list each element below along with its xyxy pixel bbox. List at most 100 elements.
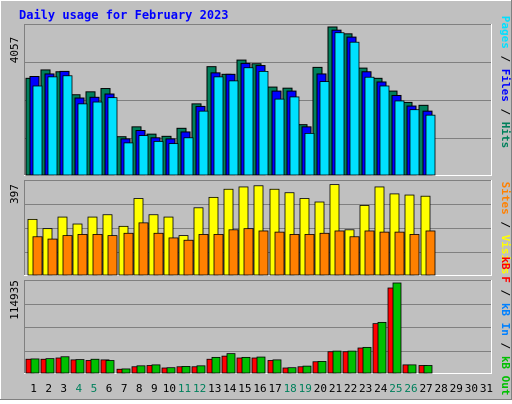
bar-pages-day-26 (409, 109, 420, 176)
x-label-day-7: 7 (121, 382, 128, 395)
bar-kb-out-day-8 (136, 365, 146, 374)
x-label-day-4: 4 (76, 382, 83, 395)
bar-kb-out-day-16 (256, 356, 266, 374)
legend-bot-part-4: kB Out (499, 356, 512, 396)
bar-sites-day-3 (62, 235, 73, 276)
legend-bot-part-0: kB F (499, 256, 512, 283)
bar-pages-day-4 (77, 103, 88, 176)
bar-sites-day-22 (349, 236, 360, 276)
bar-kb-out-day-22 (347, 350, 357, 374)
bar-sites-day-4 (77, 234, 88, 276)
bar-pages-day-23 (364, 76, 375, 176)
x-label-day-27: 27 (419, 382, 432, 395)
bar-pages-day-20 (319, 81, 330, 176)
bar-kb-out-day-21 (332, 350, 342, 374)
ymax-label-top: 4057 (8, 37, 21, 64)
bar-kb-out-day-7 (121, 368, 131, 374)
bar-pages-day-25 (394, 100, 405, 176)
bar-pages-day-13 (213, 76, 224, 176)
bar-sites-day-11 (183, 239, 194, 276)
bar-sites-day-14 (228, 229, 239, 276)
bar-sites-day-12 (198, 234, 209, 276)
bar-kb-out-day-20 (317, 361, 327, 374)
chart-panels (24, 24, 492, 374)
legend-mid: Sites / Visits (499, 182, 512, 275)
bar-pages-day-7 (123, 142, 134, 176)
bar-kb-out-day-13 (211, 356, 221, 374)
x-label-day-23: 23 (359, 382, 372, 395)
bar-kb-out-day-19 (302, 365, 312, 374)
x-label-day-13: 13 (208, 382, 221, 395)
ymax-label-mid-group: 397 (8, 184, 21, 204)
bar-sites-day-8 (138, 222, 149, 276)
bar-kb-out-day-25 (392, 282, 402, 374)
x-label-day-15: 15 (238, 382, 251, 395)
bar-sites-day-7 (123, 232, 134, 276)
bar-pages-day-10 (168, 143, 179, 176)
bar-pages-day-21 (334, 32, 345, 176)
bar-sites-day-25 (394, 231, 405, 276)
x-label-day-28: 28 (435, 382, 448, 395)
x-label-day-5: 5 (91, 382, 98, 395)
x-label-day-25: 25 (389, 382, 402, 395)
bar-sites-day-2 (47, 238, 58, 276)
bar-sites-day-21 (334, 230, 345, 276)
bar-pages-day-5 (92, 101, 103, 176)
x-label-day-26: 26 (404, 382, 417, 395)
bar-kb-out-day-1 (30, 358, 40, 374)
bar-pages-day-22 (349, 41, 360, 176)
bar-pages-day-18 (289, 96, 300, 176)
x-label-day-1: 1 (30, 382, 37, 395)
legend-top-part-1: / (499, 49, 512, 69)
bar-pages-day-6 (107, 97, 118, 176)
bar-kb-out-day-23 (362, 346, 372, 374)
legend-bot-part-2: kB In (499, 303, 512, 336)
bar-kb-out-day-18 (287, 367, 297, 374)
bar-sites-day-16 (258, 230, 269, 276)
bar-sites-day-19 (304, 234, 315, 276)
legend-bot-part-3: / (499, 336, 512, 356)
ymax-label-bot-group: 114935 (8, 280, 21, 320)
x-label-day-16: 16 (253, 382, 266, 395)
bar-visits-day-18 (284, 192, 295, 276)
bar-kb-out-day-15 (241, 356, 251, 374)
bar-kb-out-day-26 (407, 364, 417, 374)
bar-visits-day-21 (329, 184, 340, 276)
legend-bot-group: kB F / kB In / kB Out (499, 256, 512, 395)
ymax-label-top-group: 4057 (8, 37, 21, 64)
bar-pages-day-12 (198, 110, 209, 176)
x-label-day-29: 29 (450, 382, 463, 395)
bar-sites-day-10 (168, 237, 179, 276)
x-label-day-6: 6 (106, 382, 113, 395)
bar-pages-day-11 (183, 137, 194, 176)
legend-top-group: Pages / Files / Hits (499, 16, 512, 149)
legend-top-part-0: Pages (499, 16, 512, 49)
bar-sites-day-26 (409, 234, 420, 276)
bar-sites-day-17 (274, 231, 285, 276)
bar-pages-day-3 (62, 75, 73, 176)
panel-hits-files-pages (24, 24, 492, 176)
x-label-day-14: 14 (223, 382, 237, 395)
bar-sites-day-24 (379, 231, 390, 276)
x-label-day-19: 19 (299, 382, 312, 395)
legend-top: Pages / Files / Hits (499, 16, 512, 149)
x-label-day-9: 9 (151, 382, 158, 395)
bar-kb-out-day-14 (226, 353, 236, 374)
bar-kb-out-day-11 (181, 366, 191, 374)
x-label-day-12: 12 (193, 382, 206, 395)
bar-pages-day-17 (274, 98, 285, 176)
legend-mid-part-0: Sites (499, 182, 512, 215)
x-label-day-22: 22 (344, 382, 357, 395)
bar-kb-out-day-6 (105, 360, 115, 374)
bar-pages-day-24 (379, 85, 390, 176)
x-label-day-24: 24 (374, 382, 388, 395)
x-label-day-17: 17 (268, 382, 281, 395)
x-label-day-3: 3 (60, 382, 67, 395)
legend-mid-part-2: Visits (499, 235, 512, 275)
bar-kb-out-day-12 (196, 365, 206, 374)
x-label-day-8: 8 (136, 382, 143, 395)
bar-pages-day-16 (258, 70, 269, 176)
bar-pages-day-15 (243, 67, 254, 176)
